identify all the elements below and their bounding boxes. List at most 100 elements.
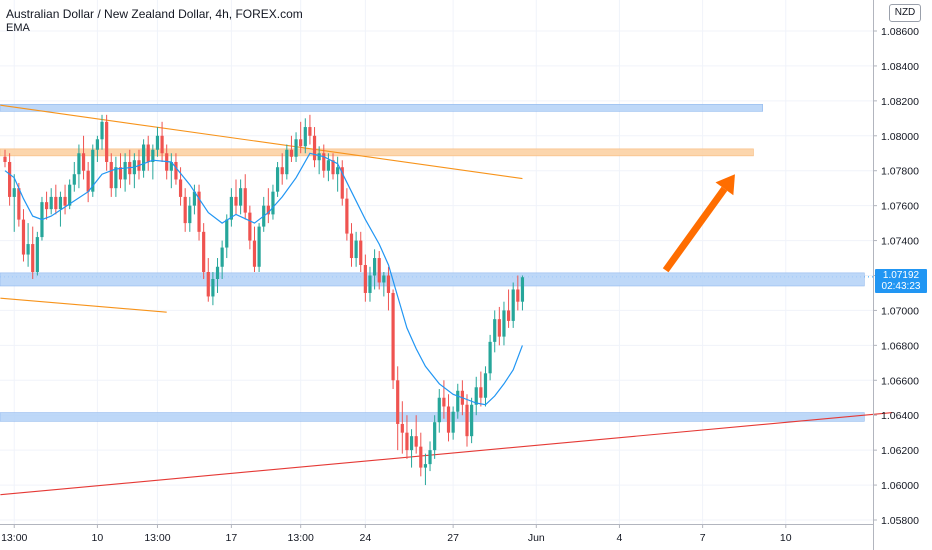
candle-body (160, 135, 164, 154)
candle (49, 188, 53, 215)
candle-body (423, 464, 428, 468)
candle (26, 223, 30, 267)
candle (169, 153, 173, 189)
candle-body (377, 258, 381, 283)
candle (308, 114, 312, 145)
candle-body (81, 153, 86, 171)
candle-body (68, 184, 72, 206)
candle (63, 184, 67, 215)
candle (322, 144, 326, 178)
time-tick-label: 17 (226, 532, 238, 544)
time-axis[interactable]: 13:00 10 13:00 17 13:00 24 27 Jun 4 7 10 (1, 524, 792, 544)
candle (183, 188, 187, 232)
candle-body (225, 219, 229, 248)
candle (215, 258, 220, 293)
candle (123, 153, 127, 192)
candle (396, 366, 400, 451)
time-tick-label: 13:00 (144, 532, 170, 544)
candle (229, 188, 233, 227)
candle (206, 258, 210, 302)
time-tick-label: 13:00 (1, 532, 27, 544)
candle (391, 289, 395, 390)
candle (239, 179, 243, 215)
candle (243, 174, 247, 220)
candle (35, 231, 39, 276)
candle (54, 184, 58, 215)
candle-body (373, 258, 377, 276)
candle-body (192, 191, 197, 206)
candle-body (146, 144, 150, 162)
candle-body (114, 167, 118, 189)
candle-body (206, 272, 210, 297)
price-tick-label: 1.08000 (881, 131, 919, 143)
candle-body (414, 436, 418, 447)
candle-body (234, 196, 238, 206)
candle-body (239, 188, 243, 206)
candle (506, 289, 511, 328)
candle (511, 282, 515, 328)
ema-layer (4, 152, 523, 406)
candle-body (58, 196, 63, 210)
candle (58, 191, 63, 227)
candle (446, 394, 451, 442)
candle-body (308, 127, 312, 136)
price-tick-label: 1.08600 (881, 26, 919, 38)
candle-body (497, 319, 501, 337)
candle (502, 301, 506, 346)
candle-body (100, 121, 104, 140)
price-axis[interactable]: 1.08600 1.08400 1.08200 1.08000 1.07800 1.076… (873, 26, 919, 527)
grid-lines (0, 0, 873, 524)
indicator-label[interactable]: EMA (6, 22, 30, 34)
candle (3, 149, 7, 168)
candle (516, 275, 520, 311)
candle-body (433, 422, 437, 451)
candle-body (197, 191, 201, 232)
candle-body (368, 275, 372, 293)
candle (220, 240, 224, 279)
candle-body (340, 167, 344, 199)
candle-body (248, 212, 252, 241)
candle (81, 135, 86, 180)
price-tick-label: 1.06400 (881, 410, 919, 422)
target-arrow-head (715, 174, 735, 196)
candle-body (178, 179, 183, 197)
candle (428, 441, 432, 472)
price-tick-label: 1.07800 (881, 166, 919, 178)
candle-body (396, 380, 400, 424)
trendline (0, 297, 167, 313)
candle-body (215, 266, 220, 279)
currency-button[interactable]: NZD (889, 4, 921, 22)
candle-body (331, 160, 335, 175)
candle (405, 415, 409, 459)
candle-body (95, 139, 99, 150)
candle-body (26, 244, 30, 255)
candle (114, 156, 118, 197)
time-tick-label: Jun (528, 532, 545, 544)
candle-body (257, 226, 261, 267)
candle-body (183, 196, 187, 224)
candle (423, 453, 428, 486)
candle (479, 371, 483, 407)
candle-body (349, 233, 354, 259)
candle (317, 146, 321, 175)
candle-body (428, 450, 432, 465)
candle-body (211, 278, 215, 297)
candle-body (220, 247, 224, 267)
candle-body (151, 149, 155, 162)
price-tick-label: 1.06200 (881, 445, 919, 457)
candle-body (354, 240, 358, 259)
candle-body (322, 153, 326, 171)
candle-body (229, 196, 233, 220)
trendline (0, 104, 523, 180)
target-arrow-shaft (662, 186, 728, 273)
candle-body (345, 198, 349, 234)
candle-body (72, 174, 76, 185)
chart-header: Australian Dollar / New Zealand Dollar, … (6, 7, 303, 35)
candle-body (123, 161, 127, 180)
time-tick-label: 27 (447, 532, 459, 544)
candle-body (280, 167, 284, 175)
support-zone (0, 104, 763, 112)
candle-body (54, 196, 58, 210)
ema-line (4, 152, 523, 406)
